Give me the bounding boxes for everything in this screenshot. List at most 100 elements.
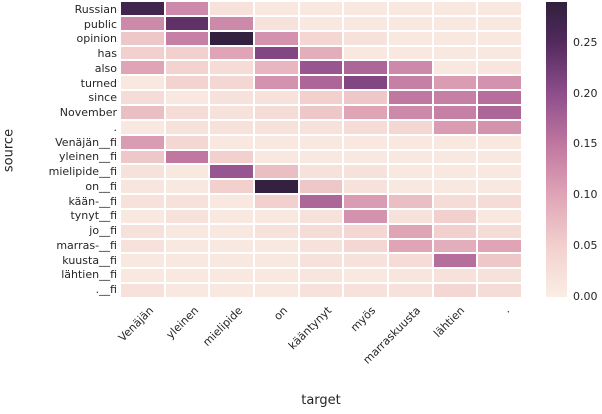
heatmap-cell <box>165 91 209 104</box>
heatmap-cell <box>389 135 432 149</box>
heatmap-cell <box>433 180 477 194</box>
heatmap-cell <box>389 46 432 60</box>
heatmap-cell <box>344 165 387 179</box>
heatmap-cell <box>389 224 432 238</box>
heatmap-cell <box>433 16 477 30</box>
heatmap-cell <box>478 150 521 164</box>
heatmap-cell <box>389 31 432 45</box>
heatmap-cell <box>165 150 209 164</box>
heatmap-cell <box>255 165 298 179</box>
heatmap-cell <box>389 269 432 283</box>
heatmap-cell <box>255 46 298 60</box>
heatmap-cell <box>478 224 521 238</box>
heatmap-cell <box>165 269 209 283</box>
heatmap-cell <box>433 284 477 297</box>
heatmap-cell <box>478 105 521 119</box>
heatmap-cell <box>299 224 343 238</box>
heatmap-cell <box>344 2 387 15</box>
heatmap-cell <box>210 91 253 104</box>
heatmap-cell <box>255 269 298 283</box>
heatmap-cell <box>433 105 477 119</box>
heatmap-cell <box>121 16 164 30</box>
heatmap-cell <box>121 180 164 194</box>
heatmap-cell <box>433 239 477 253</box>
heatmap-cell <box>344 91 387 104</box>
colorbar <box>546 2 567 297</box>
x-axis-title: target <box>301 393 341 408</box>
heatmap-cell <box>165 46 209 60</box>
heatmap-cell <box>389 91 432 104</box>
y-tick-label: .__fi <box>95 283 117 297</box>
heatmap-cell <box>121 150 164 164</box>
heatmap-cell <box>299 46 343 60</box>
heatmap-cell <box>478 120 521 134</box>
heatmap-cell <box>255 105 298 119</box>
heatmap-cell <box>121 165 164 179</box>
y-tick-label: public <box>83 17 117 31</box>
colorbar-tick-label: 0.00 <box>573 290 598 303</box>
heatmap-cell <box>121 76 164 90</box>
heatmap-cell <box>389 180 432 194</box>
y-tick-label: opinion <box>76 32 118 46</box>
heatmap-cell <box>389 239 432 253</box>
heatmap-cell <box>255 2 298 15</box>
heatmap-cell <box>210 269 253 283</box>
heatmap-cell <box>210 195 253 208</box>
heatmap-cell <box>121 135 164 149</box>
colorbar-tick-label: 0.25 <box>573 35 598 49</box>
heatmap-cell <box>121 2 164 15</box>
heatmap-cell <box>165 16 209 30</box>
heatmap-cell <box>165 254 209 268</box>
heatmap-cell <box>121 195 164 208</box>
y-tick-label: turned <box>80 76 117 90</box>
heatmap-cell <box>344 46 387 60</box>
heatmap-cell <box>478 239 521 253</box>
heatmap-cell <box>165 31 209 45</box>
heatmap-cell <box>478 284 521 297</box>
heatmap-cell <box>344 254 387 268</box>
heatmap-cell <box>121 284 164 297</box>
heatmap-cell <box>299 165 343 179</box>
heatmap-cell <box>478 269 521 283</box>
heatmap-cell <box>433 46 477 60</box>
heatmap-cell <box>299 91 343 104</box>
heatmap-cell <box>210 61 253 75</box>
heatmap-cell <box>255 120 298 134</box>
heatmap-cell <box>255 150 298 164</box>
heatmap-cell <box>478 165 521 179</box>
heatmap-cell <box>121 239 164 253</box>
heatmap-cell <box>299 269 343 283</box>
heatmap-cell <box>210 120 253 134</box>
heatmap-cell <box>433 254 477 268</box>
heatmap-cell <box>299 16 343 30</box>
heatmap-cell <box>478 2 521 15</box>
heatmap-cell <box>255 209 298 223</box>
heatmap-cell <box>165 180 209 194</box>
y-tick-label: tynyt__fi <box>70 209 117 223</box>
heatmap-cell <box>478 16 521 30</box>
y-tick-label: since <box>88 91 117 105</box>
heatmap-cell <box>478 209 521 223</box>
heatmap-cell <box>121 209 164 223</box>
y-tick-label: marras-__fi <box>56 238 117 252</box>
y-tick-label: lähtien__fi <box>61 268 117 282</box>
heatmap-cell <box>299 195 343 208</box>
heatmap-cell <box>210 135 253 149</box>
heatmap-cell <box>433 165 477 179</box>
heatmap-cell <box>389 16 432 30</box>
heatmap-cell <box>255 239 298 253</box>
heatmap-cell <box>433 76 477 90</box>
heatmap-cell <box>165 239 209 253</box>
heatmap-cell <box>389 2 432 15</box>
y-tick-label: on__fi <box>85 179 117 193</box>
heatmap-cell <box>344 31 387 45</box>
heatmap-cell <box>344 209 387 223</box>
y-tick-label: . <box>113 120 118 134</box>
heatmap-cell <box>210 224 253 238</box>
heatmap-cell <box>121 269 164 283</box>
heatmap-cell <box>210 16 253 30</box>
heatmap-cell <box>121 46 164 60</box>
heatmap-cell <box>299 61 343 75</box>
y-tick-label: yleinen__fi <box>58 150 117 164</box>
heatmap-cell <box>121 61 164 75</box>
